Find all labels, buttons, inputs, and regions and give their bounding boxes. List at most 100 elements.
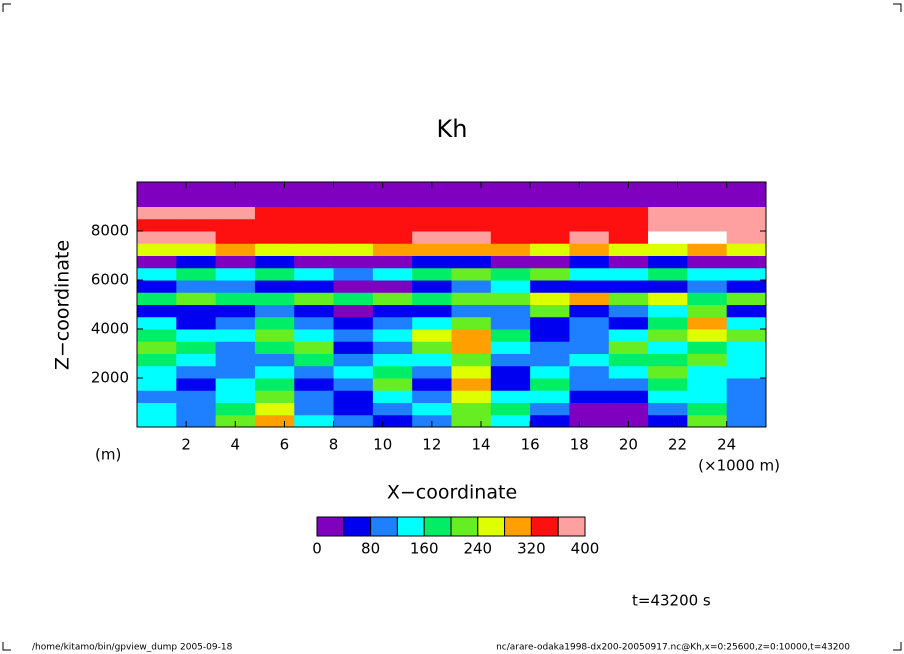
field-cell <box>412 194 452 207</box>
field-cell <box>412 304 452 318</box>
field-cell <box>687 353 728 367</box>
field-cell <box>333 182 374 195</box>
field-cell <box>451 292 492 305</box>
field-cell <box>687 218 728 232</box>
field-cell <box>176 353 217 367</box>
field-cell <box>254 378 295 391</box>
field-cell <box>490 402 531 416</box>
field-cell <box>726 194 767 207</box>
field-cell <box>451 280 492 293</box>
field-cell <box>451 182 492 195</box>
field-cell <box>490 390 531 403</box>
field-cell <box>648 402 688 416</box>
field-cell <box>215 329 256 342</box>
field-cell <box>451 218 492 232</box>
field-cell <box>176 390 217 403</box>
field-cell <box>530 365 570 379</box>
field-cell <box>372 206 413 220</box>
field-cell <box>176 182 217 195</box>
y-tick-label: 2000 <box>91 369 129 387</box>
field-cell <box>490 378 531 391</box>
field-cell <box>333 255 374 269</box>
field-cell <box>726 329 767 342</box>
field-cell <box>569 414 610 428</box>
field-cell <box>608 329 649 342</box>
field-cell <box>687 316 728 330</box>
field-cell <box>412 267 452 281</box>
field-cell <box>569 182 610 195</box>
field-cell <box>137 231 177 244</box>
field-cell <box>530 255 570 269</box>
field-cell <box>176 414 217 428</box>
field-cell <box>294 402 335 416</box>
field-cell <box>648 194 688 207</box>
field-cell <box>726 292 767 305</box>
field-cell <box>294 316 335 330</box>
field-cell <box>254 390 295 403</box>
field-cell <box>569 280 610 293</box>
field-cell <box>490 194 531 207</box>
field-cell <box>137 353 177 367</box>
field-cell <box>176 206 217 220</box>
field-cell <box>648 243 688 256</box>
field-cell <box>176 231 217 244</box>
field-cell <box>490 414 531 428</box>
field-cell <box>294 231 335 244</box>
field-cell <box>530 267 570 281</box>
field-cell <box>254 414 295 428</box>
field-cell <box>294 353 335 367</box>
field-cell <box>687 304 728 318</box>
field-cell <box>687 341 728 354</box>
field-cell <box>569 329 610 342</box>
x-tick-label: 6 <box>280 436 290 454</box>
field-cell <box>608 365 649 379</box>
field-cell <box>451 402 492 416</box>
field-cell <box>569 243 610 256</box>
field-cell <box>451 194 492 207</box>
field-cell <box>137 280 177 293</box>
y-tick-label: 4000 <box>91 320 129 338</box>
x-tick-label: 14 <box>471 436 490 454</box>
field-cell <box>215 255 256 269</box>
field-cell <box>530 218 570 232</box>
field-cell <box>726 280 767 293</box>
field-cell <box>372 378 413 391</box>
field-cell <box>333 390 374 403</box>
field-cell <box>137 194 177 207</box>
field-cell <box>726 341 767 354</box>
field-cell <box>333 243 374 256</box>
field-cell <box>215 292 256 305</box>
field-cell <box>569 304 610 318</box>
field-cell <box>648 218 688 232</box>
x-tick-label: 20 <box>619 436 638 454</box>
field-cell <box>412 280 452 293</box>
field-cell <box>687 206 728 220</box>
colorbar-tick-label: 80 <box>361 540 380 558</box>
field-cell <box>333 231 374 244</box>
field-cell <box>451 206 492 220</box>
colorbar-box <box>370 516 398 537</box>
field-cell <box>608 304 649 318</box>
colorbar-box <box>316 516 345 537</box>
field-cell <box>137 182 177 195</box>
field-cell <box>608 316 649 330</box>
field-cell <box>372 316 413 330</box>
field-cell <box>412 353 452 367</box>
field-cell <box>254 292 295 305</box>
field-cell <box>726 267 767 281</box>
field-cell <box>490 353 531 367</box>
field-cell <box>176 243 217 256</box>
field-cell <box>648 329 688 342</box>
field-cell <box>137 378 177 391</box>
field-cell <box>608 267 649 281</box>
field-cell <box>215 316 256 330</box>
field-cell <box>451 243 492 256</box>
x-tick-label: 16 <box>521 436 540 454</box>
field-cell <box>608 353 649 367</box>
field-cell <box>176 194 217 207</box>
field-cell <box>726 243 767 256</box>
field-cell <box>451 255 492 269</box>
field-cell <box>726 353 767 367</box>
field-cell <box>254 280 295 293</box>
